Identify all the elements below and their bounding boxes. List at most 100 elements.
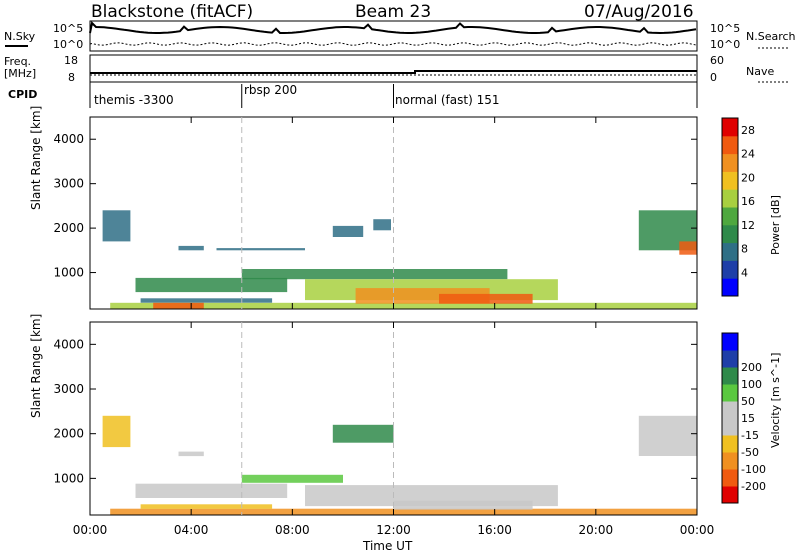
colorbar-cell-1-1 — [722, 469, 738, 487]
scatter-region-0-8 — [102, 210, 131, 242]
colorbar-cell-0-9 — [722, 118, 738, 137]
colorbar-frame-0 — [721, 117, 739, 297]
scatter-region-0-0 — [110, 302, 697, 309]
scatter-region-1-1 — [135, 483, 288, 498]
colorbar-cell-1-2 — [722, 452, 738, 470]
ytick-label-0-2: 3000 — [53, 177, 84, 191]
scatter-region-0-14 — [679, 241, 697, 255]
scatter-region-0-11 — [332, 225, 364, 237]
colorbar-tick-1-4: 15 — [741, 412, 755, 425]
time-xlabel: Time UT — [363, 539, 413, 553]
nsky-tick-top: 10^5 — [53, 22, 84, 35]
xtick-label-3: 12:00 — [376, 523, 411, 537]
colorbar-cell-1-3 — [722, 435, 738, 453]
date-title: 07/Aug/2016 — [584, 2, 694, 22]
xtick-label-2: 08:00 — [275, 523, 310, 537]
colorbar-cell-0-3 — [722, 224, 738, 244]
scatter-region-1-9 — [638, 415, 697, 456]
xtick-label-5: 20:00 — [579, 523, 614, 537]
scatter-region-0-10 — [216, 248, 305, 251]
ytick-label-1-2: 3000 — [53, 382, 84, 396]
cpid-mode-3: normal (fast) 151 — [395, 93, 500, 107]
cpid-mode-1: themis -3300 — [94, 93, 174, 107]
nave-tick-bottom: 0 — [710, 71, 717, 84]
ytick-label-0-0: 1000 — [53, 266, 84, 280]
colorbar-cell-1-6 — [722, 384, 738, 402]
colorbar-cell-1-9 — [722, 333, 738, 351]
cpid-label: CPID — [8, 88, 38, 101]
station-title: Blackstone (fitACF) — [91, 2, 254, 22]
nsky-label: N.Sky — [4, 30, 36, 43]
scatter-region-0-9 — [178, 245, 204, 251]
scatter-region-1-7 — [178, 451, 204, 457]
colorbar-cell-0-5 — [722, 189, 738, 208]
colorbar-tick-0-4: 20 — [741, 171, 755, 184]
scatter-region-1-8 — [332, 424, 394, 443]
nave-label: Nave — [746, 65, 775, 78]
freq-tick-bottom: 8 — [68, 71, 75, 84]
ytick-label-1-1: 2000 — [53, 427, 84, 441]
colorbar-frame-1 — [721, 332, 739, 504]
scatter-region-0-4 — [241, 269, 508, 280]
colorbar-tick-0-1: 8 — [741, 243, 748, 256]
scatter-region-0-3 — [153, 302, 204, 309]
beam-title: Beam 23 — [355, 2, 432, 22]
nsearch-trace — [89, 42, 697, 46]
colorbar-cell-1-8 — [722, 350, 738, 368]
scatter-region-0-12 — [373, 219, 391, 231]
colorbar-tick-0-5: 24 — [741, 148, 755, 161]
xtick-label-4: 16:00 — [477, 523, 512, 537]
colorbar-cell-0-1 — [722, 260, 738, 279]
nsky-panel-frame — [89, 20, 698, 52]
scatter-region-1-3 — [241, 474, 343, 483]
colorbar-tick-0-0: 4 — [741, 266, 748, 279]
colorbar-tick-1-6: 100 — [741, 378, 762, 391]
ytick-label-1-3: 4000 — [53, 337, 84, 351]
scatter-region-1-0 — [110, 508, 697, 515]
colorbar-cell-0-2 — [722, 242, 738, 261]
scatter-region-0-1 — [135, 277, 288, 293]
cpid-mode-2: rbsp 200 — [244, 83, 298, 97]
colorbar-tick-0-2: 12 — [741, 219, 755, 232]
colorbar-cell-0-8 — [722, 135, 738, 155]
colorbar-tick-0-6: 28 — [741, 124, 755, 137]
ytick-label-0-1: 2000 — [53, 221, 84, 235]
colorbar-tick-1-5: 50 — [741, 395, 755, 408]
freq-panel-frame — [89, 54, 698, 83]
ytick-label-0-3: 4000 — [53, 132, 84, 146]
nsearch-tick-top: 10^5 — [710, 22, 741, 35]
nsky-trace — [89, 20, 697, 35]
scatter-region-1-5 — [393, 500, 533, 510]
colorbar-cell-1-7 — [722, 367, 738, 385]
colorbar-tick-1-7: 200 — [741, 361, 762, 374]
colorbar-cell-1-0 — [722, 486, 738, 504]
colorbar-cell-0-4 — [722, 207, 738, 226]
freq-trace — [90, 70, 697, 74]
colorbar-tick-1-1: -100 — [741, 463, 766, 476]
scatter-region-0-2 — [140, 298, 273, 303]
nsearch-tick-bottom: 10^0 — [710, 38, 741, 51]
freq-tick-top: 18 — [64, 54, 78, 67]
freq-unit-label: [MHz] — [4, 67, 37, 80]
scatter-region-1-6 — [102, 415, 131, 448]
scatter-region-1-2 — [140, 504, 273, 509]
freq-label: Freq. — [4, 55, 32, 68]
colorbar-tick-1-2: -50 — [741, 446, 759, 459]
xtick-label-6: 00:00 — [680, 523, 715, 537]
colorbar-tick-1-0: -200 — [741, 480, 766, 493]
nsearch-label: N.Search — [746, 30, 796, 43]
colorbar-cell-0-6 — [722, 171, 738, 190]
colorbar-cell-0-7 — [722, 153, 738, 172]
ytick-label-1-0: 1000 — [53, 471, 84, 485]
scatter-region-0-7 — [439, 293, 533, 304]
xtick-label-0: 00:00 — [73, 523, 108, 537]
colorbar-tick-1-3: -15 — [741, 429, 759, 442]
colorbar-tick-0-3: 16 — [741, 195, 755, 208]
xtick-label-1: 04:00 — [174, 523, 209, 537]
colorbar-cell-1-4 — [722, 418, 738, 436]
nsky-tick-bottom: 10^0 — [53, 38, 84, 51]
colorbar-cell-1-5 — [722, 401, 738, 419]
nave-tick-top: 60 — [710, 54, 724, 67]
colorbar-cell-0-0 — [722, 278, 738, 297]
